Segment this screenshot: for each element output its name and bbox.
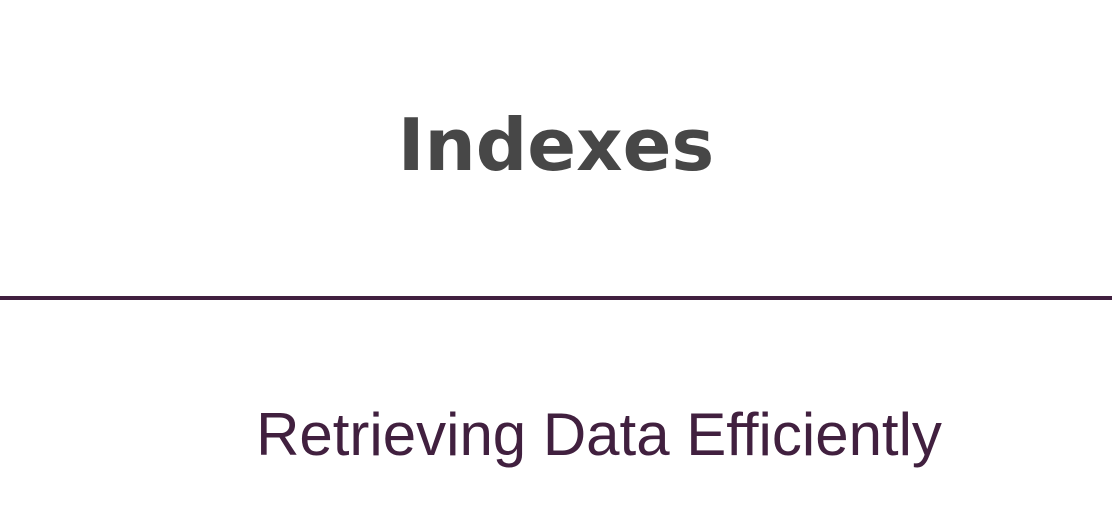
slide-title: Indexes <box>397 103 715 187</box>
divider-line <box>0 296 1112 300</box>
slide-subtitle: Retrieving Data Efficiently <box>256 401 942 468</box>
